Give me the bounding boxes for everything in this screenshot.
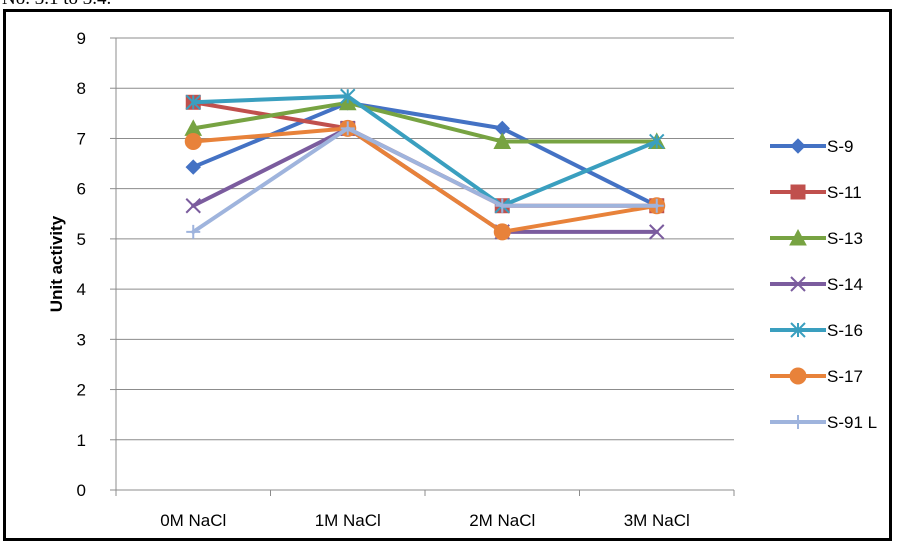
series-group [184,88,666,241]
y-tick-label-5: 5 [77,230,86,249]
axes [110,37,735,496]
legend-label-S-14: S-14 [827,275,863,294]
x-tick-labels: 0M NaCl 1M NaCl 2M NaCl 3M NaCl [160,511,690,530]
legend-marker-S-9 [790,138,806,154]
series-line-S-91 L [191,126,659,234]
legend-label-S-11: S-11 [827,183,862,202]
legend-label-S-17: S-17 [827,367,863,386]
x-tick-label-0: 0M NaCl [160,511,226,530]
legend-marker-S-14 [790,276,806,292]
legend-item-S-91 L: S-91 L [770,413,877,432]
legend-marker-S-91 L [791,415,805,429]
data-point-S-17-2 [493,223,511,241]
y-tick-labels: 0 1 2 3 4 5 6 7 8 9 [77,29,86,500]
y-tick-label-1: 1 [77,431,86,450]
y-tick-label-8: 8 [77,79,86,98]
y-tick-label-0: 0 [77,481,86,500]
data-point-S-14-0 [185,198,201,214]
legend: S-9 S-11 S-13 S-14 S-16 S-17 S-91 L [770,137,877,432]
data-point-S-14-3 [649,224,665,240]
gridlines [116,37,734,441]
series-S-16 [185,88,665,214]
legend-item-S-9: S-9 [770,137,853,156]
y-tick-label-7: 7 [77,129,86,148]
legend-label-S-91 L: S-91 L [827,413,877,432]
series-S-91 L [186,121,664,239]
legend-marker-S-16 [790,322,806,338]
series-line-S-17 [191,126,659,234]
data-point-S-9-0 [185,159,201,175]
data-point-S-91 L-1 [340,121,355,136]
data-point-S-16-1 [340,88,356,104]
legend-marker-S-17 [789,367,807,385]
legend-marker-S-11 [790,184,806,200]
legend-marker-S-13 [789,228,807,246]
legend-item-S-17: S-17 [770,367,863,386]
y-tick-label-2: 2 [77,381,86,400]
figure-caption: No. 3.1 to 3.4. [2,0,111,10]
legend-label-S-13: S-13 [827,229,863,248]
x-tick-label-2: 2M NaCl [469,511,535,530]
legend-label-S-16: S-16 [827,321,863,340]
y-tick-label-4: 4 [77,280,86,299]
y-axis-title: Unit activity [47,215,66,312]
legend-item-S-16: S-16 [770,321,863,340]
data-point-S-16-3 [649,133,665,150]
legend-item-S-13: S-13 [770,228,863,248]
y-tick-label-3: 3 [77,330,86,349]
x-tick-label-3: 3M NaCl [624,511,690,530]
data-point-S-16-0 [185,94,201,110]
legend-label-S-9: S-9 [827,137,853,156]
x-tick-label-1: 1M NaCl [315,511,381,530]
series-S-11 [185,94,665,214]
series-line-S-13 [191,100,659,144]
data-point-S-91 L-0 [186,224,201,239]
data-point-S-17-0 [184,132,202,150]
y-tick-label-6: 6 [77,180,86,199]
data-point-S-91 L-2 [495,198,510,213]
y-tick-label-9: 9 [77,29,86,48]
chart-frame [3,9,892,541]
data-point-S-91 L-3 [649,198,664,213]
legend-item-S-11: S-11 [770,183,862,202]
legend-item-S-14: S-14 [770,275,863,294]
data-point-S-13-2 [493,132,512,149]
series-line-S-16 [191,94,659,208]
